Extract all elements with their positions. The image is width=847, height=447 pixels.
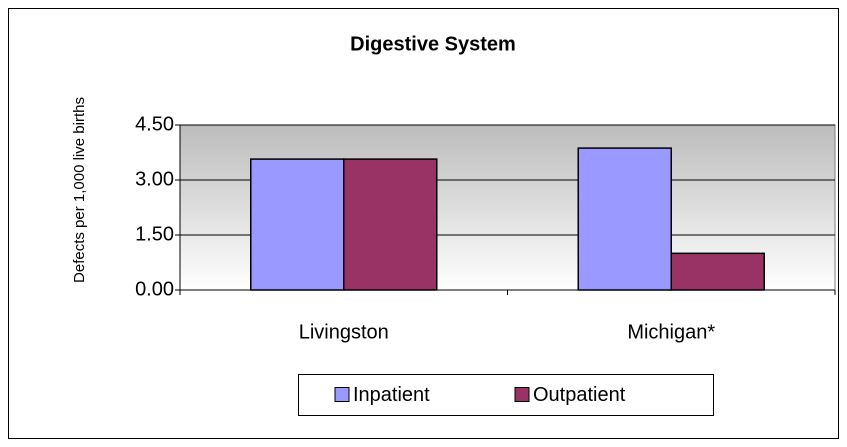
bar: [670, 252, 765, 291]
y-tick-label: 0.00: [135, 278, 174, 300]
x-tick-label: Livingston: [299, 321, 389, 343]
y-tick-label: 3.00: [135, 168, 174, 190]
chart-title: Digestive System: [350, 33, 516, 55]
bar: [343, 158, 438, 291]
legend-label: Inpatient: [353, 384, 430, 406]
x-tick-label: Michigan*: [627, 321, 715, 343]
y-tick-label: 4.50: [135, 113, 174, 135]
legend: [298, 374, 714, 416]
y-tick-label: 1.50: [135, 223, 174, 245]
y-axis-label: Defects per 1,000 live births: [71, 97, 88, 283]
legend-swatch: [334, 387, 350, 402]
bar: [250, 158, 345, 291]
legend-swatch: [514, 387, 530, 402]
legend-label: Outpatient: [533, 384, 626, 406]
bar: [577, 147, 672, 291]
